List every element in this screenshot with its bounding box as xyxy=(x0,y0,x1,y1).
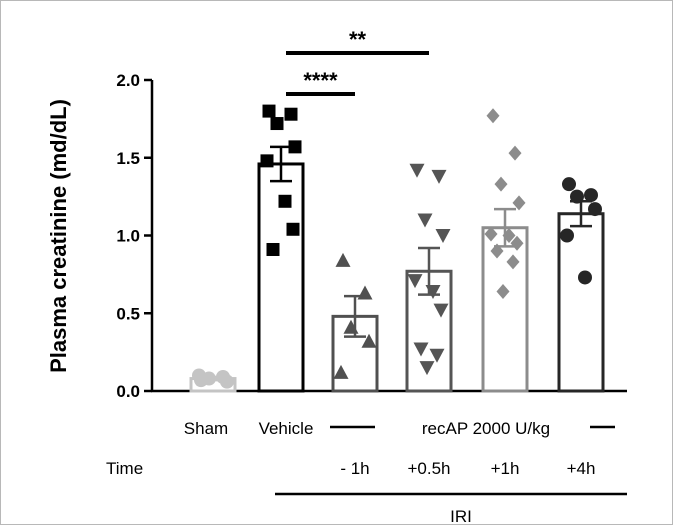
data-point xyxy=(417,213,433,228)
data-point xyxy=(260,154,274,168)
data-point xyxy=(431,169,447,184)
data-point xyxy=(494,176,508,192)
data-point xyxy=(284,107,298,121)
data-point xyxy=(357,285,373,300)
data-point xyxy=(496,283,510,299)
data-point xyxy=(588,202,602,217)
data-point xyxy=(335,252,351,267)
time-label: +4h xyxy=(567,459,596,478)
significance-label: ** xyxy=(349,27,367,52)
data-point xyxy=(192,368,206,383)
data-point xyxy=(409,163,425,178)
data-point xyxy=(266,242,280,256)
plot-area: 0.00.51.01.52.0****** xyxy=(116,27,627,401)
bar xyxy=(557,212,605,393)
data-point xyxy=(262,104,276,118)
data-point xyxy=(270,117,284,131)
data-point xyxy=(286,222,300,236)
data-point xyxy=(278,194,292,208)
data-point xyxy=(413,342,429,357)
time-label: +1h xyxy=(491,459,520,478)
data-point xyxy=(584,188,598,203)
data-point xyxy=(361,333,377,348)
y-axis-label: Plasma creatinine (md/dL) xyxy=(46,99,71,373)
data-point xyxy=(560,228,574,243)
time-label: +0.5h xyxy=(407,459,450,478)
y-tick-label: 0.5 xyxy=(116,304,140,323)
y-tick-label: 1.5 xyxy=(116,149,140,168)
time-label: - 1h xyxy=(340,459,369,478)
data-point xyxy=(508,145,522,161)
data-point xyxy=(484,226,498,242)
data-point xyxy=(220,374,234,389)
data-point xyxy=(435,229,451,243)
data-point xyxy=(570,189,584,204)
data-point xyxy=(506,254,520,270)
data-point xyxy=(433,303,449,318)
data-point xyxy=(288,140,302,154)
data-point xyxy=(510,235,524,251)
label-vehicle: Vehicle xyxy=(259,419,314,438)
data-point xyxy=(343,319,359,334)
data-point xyxy=(419,361,435,376)
bar-group xyxy=(557,177,605,393)
bar-group xyxy=(189,368,237,393)
data-point xyxy=(486,108,500,124)
time-labels: - 1h +0.5h +1h +4h xyxy=(340,459,595,478)
data-point xyxy=(512,195,526,211)
label-time: Time xyxy=(106,459,143,478)
y-tick-label: 1.0 xyxy=(116,227,140,246)
data-point xyxy=(578,270,592,285)
data-point xyxy=(502,228,516,243)
data-point xyxy=(562,177,576,192)
data-point xyxy=(333,364,349,379)
data-point xyxy=(407,274,423,289)
label-sham: Sham xyxy=(184,419,228,438)
label-treatment: recAP 2000 U/kg xyxy=(422,419,550,438)
data-point xyxy=(490,243,504,259)
bar-group xyxy=(481,108,529,393)
bar-group xyxy=(405,163,453,393)
data-point xyxy=(425,284,441,299)
significance-label: **** xyxy=(303,68,338,93)
label-iri: IRI xyxy=(450,507,472,525)
bar-group xyxy=(257,104,305,393)
y-tick-label: 0.0 xyxy=(116,382,140,401)
bar xyxy=(481,226,529,393)
y-tick-label: 2.0 xyxy=(116,71,140,90)
bar-group xyxy=(331,252,379,393)
data-point xyxy=(429,348,445,363)
